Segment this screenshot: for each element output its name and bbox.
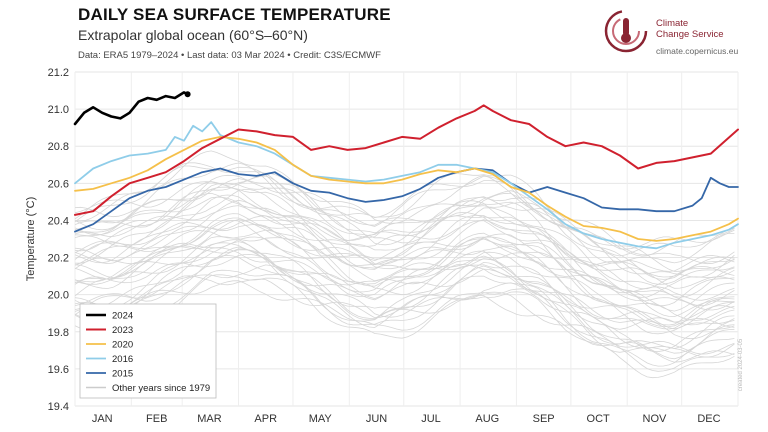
x-tick-label: OCT bbox=[587, 413, 611, 425]
y-tick-label: 20.8 bbox=[48, 141, 69, 153]
watermark-text: created 2024-03-05 bbox=[738, 338, 744, 391]
y-tick-label: 21.2 bbox=[48, 67, 69, 79]
logo-label: Climate Change Service bbox=[656, 18, 724, 40]
other-year-line bbox=[74, 178, 735, 272]
other-year-line bbox=[74, 165, 735, 257]
x-tick-label: APR bbox=[254, 413, 277, 425]
other-year-line bbox=[74, 181, 735, 290]
other-year-line bbox=[74, 241, 735, 349]
x-tick-label: JUN bbox=[366, 413, 387, 425]
other-year-line bbox=[74, 182, 735, 285]
x-tick-label: AUG bbox=[475, 413, 499, 425]
other-year-line bbox=[74, 245, 735, 330]
x-tick-label: FEB bbox=[146, 413, 167, 425]
series-line-2016 bbox=[74, 121, 739, 250]
y-axis-label: Temperature (°C) bbox=[25, 197, 37, 281]
other-year-line bbox=[74, 264, 735, 358]
other-year-line bbox=[74, 253, 735, 340]
other-year-line bbox=[74, 246, 735, 360]
other-year-line bbox=[74, 172, 735, 265]
legend-label: Other years since 1979 bbox=[112, 383, 210, 394]
legend-label: 2016 bbox=[112, 354, 133, 365]
other-year-line bbox=[74, 162, 735, 250]
other-year-line bbox=[74, 194, 735, 307]
data-credit: Data: ERA5 1979–2024 • Last data: 03 Mar… bbox=[78, 50, 381, 61]
y-tick-label: 20.2 bbox=[48, 253, 69, 265]
series-line-2020 bbox=[74, 136, 739, 242]
chart-subtitle: Extrapolar global ocean (60°S–60°N) bbox=[78, 27, 308, 43]
legend-label: 2015 bbox=[112, 369, 133, 380]
other-year-line bbox=[74, 221, 735, 301]
other-year-line bbox=[74, 175, 735, 278]
other-year-line bbox=[74, 242, 735, 353]
series-line-2015 bbox=[74, 167, 739, 233]
other-year-line bbox=[74, 236, 735, 321]
x-tick-label: NOV bbox=[643, 413, 668, 425]
y-tick-label: 19.4 bbox=[48, 401, 69, 413]
x-tick-label: JUL bbox=[421, 413, 441, 425]
logo-line-1: Climate bbox=[656, 18, 689, 29]
y-tick-label: 20.6 bbox=[48, 178, 69, 190]
other-year-line bbox=[74, 247, 735, 328]
x-tick-label: JAN bbox=[92, 413, 113, 425]
y-tick-label: 19.8 bbox=[48, 327, 69, 339]
y-tick-label: 19.6 bbox=[48, 364, 69, 376]
y-tick-label: 21.0 bbox=[48, 104, 69, 116]
other-year-line bbox=[74, 174, 735, 280]
y-tick-label: 20.0 bbox=[48, 290, 69, 302]
x-tick-label: MAR bbox=[197, 413, 222, 425]
other-year-line bbox=[74, 229, 735, 311]
legend-box bbox=[79, 303, 217, 399]
other-year-line bbox=[74, 274, 735, 379]
other-year-line bbox=[74, 150, 735, 257]
logo-line-2: Change Service bbox=[656, 29, 724, 40]
other-year-line bbox=[74, 196, 735, 278]
series-line-2024 bbox=[73, 91, 189, 126]
other-year-line bbox=[74, 186, 735, 272]
other-year-line bbox=[74, 162, 735, 264]
other-year-line bbox=[74, 275, 735, 355]
other-year-line bbox=[75, 192, 735, 298]
x-tick-label: MAY bbox=[309, 413, 333, 425]
other-year-line bbox=[74, 236, 735, 335]
series-line-2023 bbox=[74, 104, 739, 216]
other-years-group bbox=[74, 150, 735, 379]
copernicus-logo[interactable]: Climate Change Service climate.copernicu… bbox=[604, 6, 764, 62]
y-tick-label: 20.4 bbox=[48, 215, 69, 227]
x-tick-label: DEC bbox=[697, 413, 720, 425]
legend-label: 2024 bbox=[112, 311, 133, 322]
other-year-line bbox=[74, 254, 735, 367]
legend-label: 2020 bbox=[112, 340, 133, 351]
legend: 2024 2023 2020 2016 2015 Other years since 19… bbox=[79, 303, 217, 399]
x-tick-label: SEP bbox=[533, 413, 555, 425]
thermometer-logo-icon bbox=[604, 9, 648, 53]
chart-title: DAILY SEA SURFACE TEMPERATURE bbox=[78, 5, 391, 24]
other-year-line bbox=[74, 248, 735, 354]
other-year-line bbox=[74, 213, 735, 326]
latest-point-marker bbox=[184, 91, 191, 98]
logo-url: climate.copernicus.eu bbox=[656, 46, 739, 56]
legend-label: 2023 bbox=[112, 325, 133, 336]
